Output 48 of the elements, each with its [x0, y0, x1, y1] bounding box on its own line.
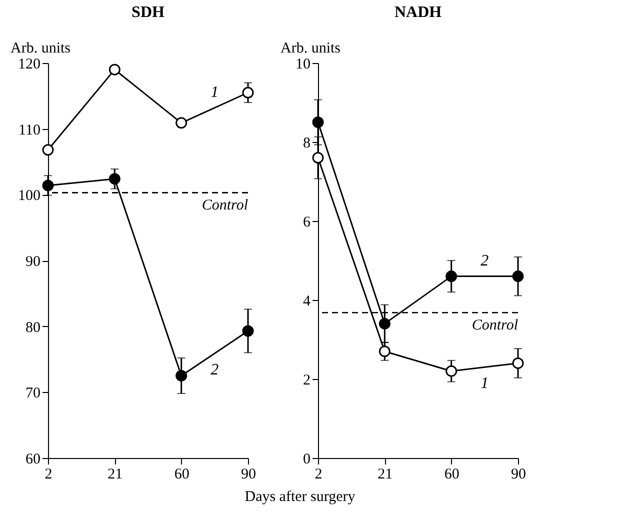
point [108, 64, 120, 76]
y-tick-label: 6 [303, 214, 311, 230]
y-tick-label: 4 [303, 294, 311, 310]
series-label: 2 [480, 252, 489, 270]
point [242, 325, 254, 337]
x-tick-label: 2 [44, 466, 52, 482]
point [42, 144, 54, 156]
x-tick-label: 60 [174, 466, 190, 482]
x-tick-label: 90 [511, 466, 526, 482]
y-axis-title: Arb. units [280, 40, 341, 56]
y-tick-label: 8 [303, 136, 310, 152]
series-label: 1 [210, 84, 219, 101]
y-tick-label: 80 [26, 320, 40, 336]
point [312, 116, 324, 128]
x-tick-label: 60 [444, 466, 460, 482]
chart-title: SDH [132, 4, 165, 21]
point [176, 117, 188, 129]
y-tick-label: 0 [303, 452, 310, 468]
x-tick-label: 21 [378, 466, 393, 482]
y-tick-label: 10 [296, 56, 310, 72]
point [512, 357, 524, 369]
point [242, 86, 254, 98]
point [42, 180, 54, 192]
point [378, 346, 390, 358]
ref-line-label: Control [472, 318, 518, 334]
point [446, 270, 458, 282]
y-tick-label: 70 [26, 386, 40, 402]
y-axis-title: Arb. units [10, 40, 71, 56]
ref-line-label: Control [202, 198, 248, 214]
point [108, 173, 120, 185]
point [378, 318, 390, 330]
chart-title: NADH [394, 4, 442, 21]
x-axis-title: Days after surgery [244, 489, 356, 506]
point [512, 270, 524, 282]
y-tick-label: 2 [303, 372, 310, 388]
y-tick-label: 100 [18, 188, 40, 204]
y-tick-label: 60 [26, 452, 40, 468]
series-label: 1 [480, 375, 489, 392]
y-tick-label: 120 [18, 56, 40, 72]
y-tick-label: 90 [26, 254, 40, 270]
point [312, 152, 324, 164]
series-label: 2 [210, 361, 219, 378]
x-tick-label: 2 [314, 466, 322, 482]
x-tick-label: 21 [108, 466, 123, 482]
x-tick-label: 90 [241, 466, 256, 482]
point [446, 365, 458, 377]
point [176, 370, 188, 382]
y-tick-label: 110 [18, 122, 40, 138]
